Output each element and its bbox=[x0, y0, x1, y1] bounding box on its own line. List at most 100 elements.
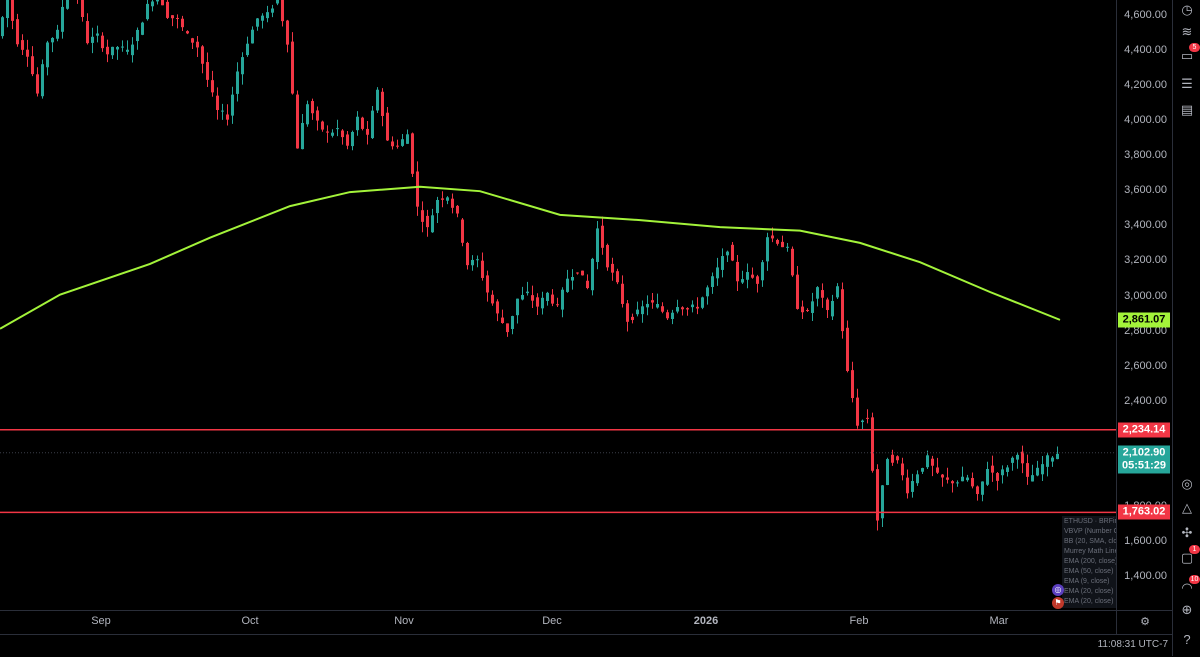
legend-line[interactable]: BB (20, SMA, close) bbox=[1064, 538, 1124, 545]
current-price-tag[interactable]: 2,102.90 bbox=[1118, 445, 1170, 461]
candle-body bbox=[271, 8, 274, 13]
time-axis[interactable]: Sep Oct Nov Dec 2026 Feb Mar bbox=[0, 610, 1116, 635]
candle-body bbox=[661, 306, 664, 312]
candle-body bbox=[641, 306, 644, 315]
candle-body bbox=[786, 246, 789, 248]
legend-line[interactable]: Murrey Math Lines (64, 1.5, none) bbox=[1064, 548, 1124, 555]
candle-body bbox=[836, 286, 839, 298]
candle-body bbox=[171, 15, 174, 19]
candle-body bbox=[991, 465, 994, 473]
candle-body bbox=[941, 474, 944, 478]
candle-body bbox=[186, 31, 189, 34]
candle-body bbox=[691, 304, 694, 308]
candle-body bbox=[506, 323, 509, 333]
network-icon[interactable]: ✣ bbox=[1181, 525, 1193, 540]
alerts-icon[interactable]: ▭ 5 bbox=[1177, 43, 1200, 66]
candle-body bbox=[541, 297, 544, 309]
candle-body bbox=[771, 235, 774, 239]
candle-body bbox=[796, 274, 799, 309]
candle-body bbox=[356, 116, 359, 131]
candle-body bbox=[526, 291, 529, 294]
candle-body bbox=[411, 133, 414, 174]
candle-body bbox=[486, 275, 489, 293]
candle-body bbox=[861, 420, 864, 423]
candle-body bbox=[1, 17, 4, 37]
candle-body bbox=[26, 49, 29, 57]
candle-body bbox=[376, 89, 379, 111]
legend-line[interactable]: EMA (20, close) bbox=[1064, 588, 1114, 595]
candle-body bbox=[351, 131, 354, 147]
stream-icon[interactable]: ◠ 10 bbox=[1181, 575, 1200, 595]
candle-body bbox=[106, 46, 109, 55]
price-tick-label: 2,600.00 bbox=[1124, 359, 1167, 372]
candle-body bbox=[591, 258, 594, 291]
price-tick-label: 3,000.00 bbox=[1124, 289, 1167, 302]
candle-body bbox=[651, 300, 654, 303]
calendar-icon[interactable]: ▤ bbox=[1180, 102, 1194, 117]
candle-body bbox=[321, 121, 324, 130]
level-price-tag[interactable]: 2,234.14 bbox=[1118, 422, 1170, 438]
candle-body bbox=[246, 43, 249, 56]
candle-body bbox=[306, 104, 309, 125]
alerts-badge: 5 bbox=[1189, 43, 1200, 52]
legend-line[interactable]: ETHUSD · BRFinance bbox=[1064, 518, 1124, 525]
list-icon[interactable]: ☰ bbox=[1181, 76, 1193, 91]
candle-body bbox=[16, 19, 19, 45]
price-tick-label: 3,400.00 bbox=[1124, 219, 1167, 232]
candle-body bbox=[821, 290, 824, 298]
candle-body bbox=[151, 1, 154, 7]
time-tick-label: Feb bbox=[849, 615, 869, 627]
notifications-icon[interactable]: ▢ 1 bbox=[1177, 545, 1200, 568]
candle-body bbox=[41, 64, 44, 97]
candle-body bbox=[996, 473, 999, 481]
legend-line[interactable]: EMA (20, close) bbox=[1064, 598, 1114, 605]
level-price-tag[interactable]: 1,763.02 bbox=[1118, 504, 1170, 520]
legend-line[interactable]: EMA (9, close) bbox=[1064, 578, 1110, 585]
candle-body bbox=[521, 294, 524, 300]
help-icon[interactable]: ⊕ bbox=[1181, 602, 1193, 617]
candle-body bbox=[846, 327, 849, 371]
candle-body bbox=[436, 199, 439, 214]
candle-body bbox=[596, 228, 599, 262]
candle-body bbox=[546, 292, 549, 301]
target-icon[interactable]: ◎ bbox=[1181, 476, 1193, 491]
candle-body bbox=[731, 244, 734, 261]
candle-body bbox=[236, 71, 239, 94]
question-icon[interactable]: ? bbox=[1183, 632, 1191, 647]
ema-price-tag[interactable]: 2,861.07 bbox=[1118, 312, 1170, 328]
indicator-icon[interactable]: ◎ bbox=[1052, 584, 1064, 596]
price-axis[interactable]: 4,600.00 4,400.00 4,200.00 4,000.00 3,800.00… bbox=[1116, 0, 1173, 610]
candle-body bbox=[211, 80, 214, 93]
candle-body bbox=[111, 46, 114, 56]
candle-body bbox=[496, 301, 499, 314]
candle-body bbox=[631, 316, 634, 321]
settings-gear-icon[interactable]: ⚙ bbox=[1140, 616, 1150, 628]
candle-body bbox=[711, 276, 714, 287]
candle-body bbox=[346, 134, 349, 146]
candle-body bbox=[156, 0, 159, 2]
candle-body bbox=[391, 141, 394, 147]
price-chart[interactable] bbox=[0, 0, 1116, 610]
flag-icon[interactable]: ⚑ bbox=[1052, 597, 1064, 609]
clock-readout[interactable]: 11:08:31 UTC-7 bbox=[1097, 639, 1168, 650]
price-tick-label: 4,200.00 bbox=[1124, 79, 1167, 92]
candle-body bbox=[856, 397, 859, 426]
layers-icon[interactable]: ≋ bbox=[1181, 24, 1193, 39]
candle-body bbox=[461, 219, 464, 243]
legend-line[interactable]: VBVP (Number Of Rows, 24, Up/Down) bbox=[1064, 528, 1124, 535]
legend-line[interactable]: EMA (200, close) bbox=[1064, 558, 1118, 565]
candle-body bbox=[906, 477, 909, 494]
candle-body bbox=[146, 3, 149, 20]
clock-icon[interactable]: ◷ bbox=[1181, 2, 1193, 17]
chart-canvas[interactable]: ETHUSD · BRFinance VBVP (Number Of Rows,… bbox=[0, 0, 1124, 610]
time-tick-label: 2026 bbox=[693, 615, 719, 627]
candle-body bbox=[766, 237, 769, 262]
candle-body bbox=[136, 29, 139, 42]
candle-body bbox=[931, 458, 934, 466]
candle-body bbox=[201, 46, 204, 64]
candle-body bbox=[21, 40, 24, 50]
bar-countdown-tag: 05:51:29 bbox=[1118, 458, 1170, 474]
legend-line[interactable]: EMA (50, close) bbox=[1064, 568, 1114, 575]
triangle-icon[interactable]: △ bbox=[1182, 500, 1192, 515]
candle-body bbox=[166, 1, 169, 18]
